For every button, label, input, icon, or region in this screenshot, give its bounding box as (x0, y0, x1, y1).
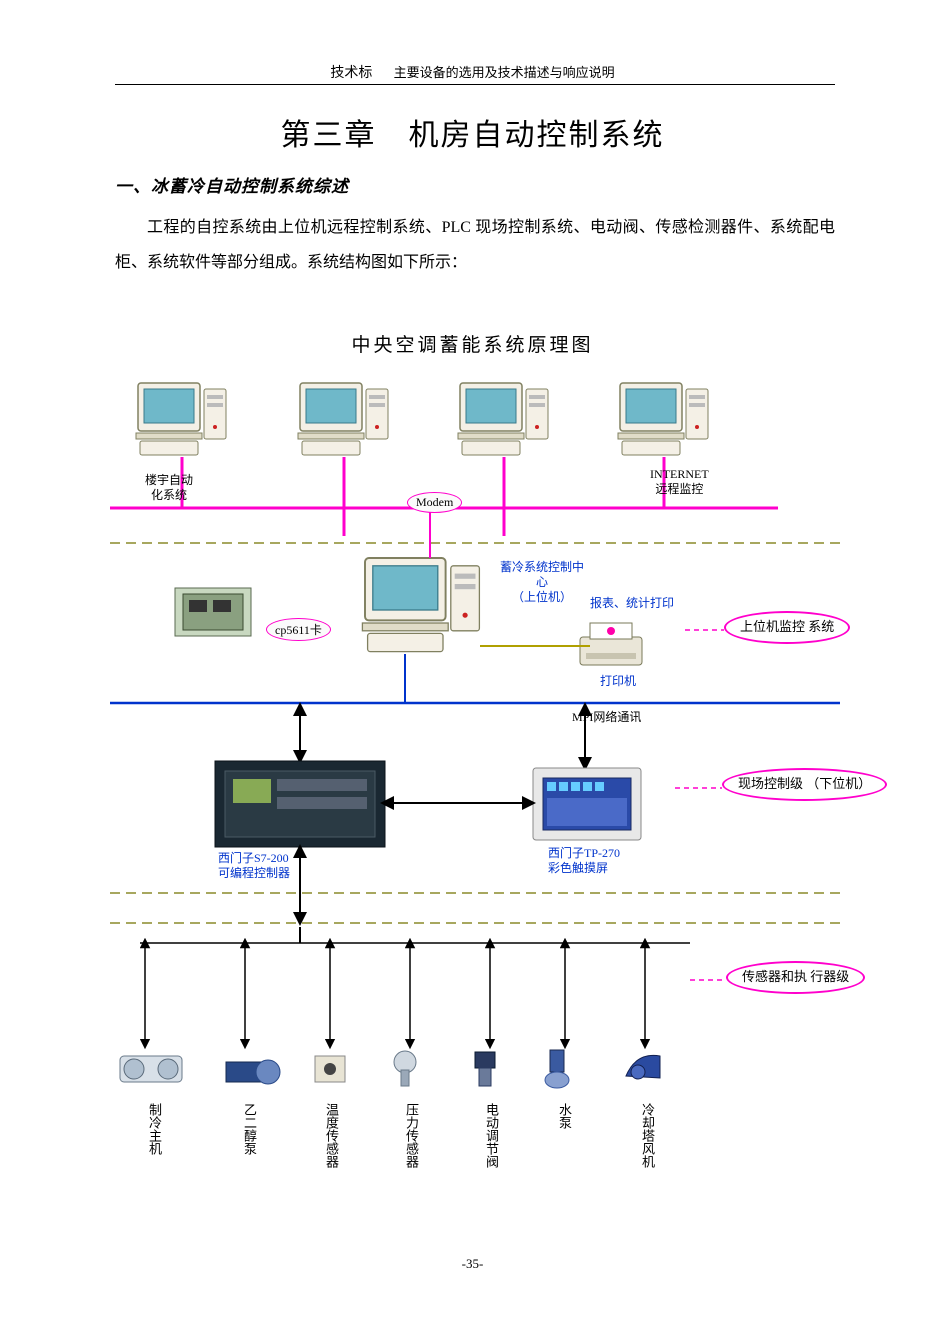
label-mpi: MPI网络通讯 (572, 710, 641, 725)
paragraph-1: 工程的自控系统由上位机远程控制系统、PLC 现场控制系统、电动阀、传感检测器件、… (115, 210, 835, 280)
header-left: 技术标 (330, 66, 372, 81)
section-heading-1: 一、冰蓄冷自动控制系统综述 (115, 172, 349, 197)
diagram-title: 中央空调蓄能系统原理图 (0, 330, 945, 357)
page-header: 技术标 主要设备的选用及技术描述与响应说明 (0, 62, 945, 82)
page-number: -35- (0, 1256, 945, 1272)
label-modem: Modem (407, 492, 462, 513)
callout-field-level: 现场控制级 （下位机） (722, 768, 887, 801)
label-cp5611: cp5611卡 (266, 618, 331, 641)
label-printer-caption: 报表、统计打印 (590, 596, 674, 611)
label-press-sensor: 压力传感器 (402, 1103, 421, 1168)
label-valve: 电动调节阀 (482, 1103, 501, 1168)
chapter-title: 第三章 机房自动控制系统 (0, 110, 945, 154)
label-control-center: 蓄冷系统控制中 心 （上位机） (500, 560, 584, 605)
label-cooling-fan: 冷却塔风机 (638, 1103, 657, 1168)
label-building-automation: 楼宇自动 化系统 (145, 473, 193, 503)
label-plc: 西门子S7-200 可编程控制器 (218, 851, 290, 881)
label-glycol-pump: 乙二醇泵 (240, 1103, 259, 1155)
system-diagram: 楼宇自动 化系统 INTERNET 远程监控 Modem 蓄冷系统控制中 心 （… (100, 368, 860, 1178)
label-water-pump: 水泵 (555, 1103, 574, 1129)
label-printer: 打印机 (600, 674, 636, 689)
callout-upper-level: 上位机监控 系统 (724, 611, 850, 644)
label-chiller: 制冷主机 (145, 1103, 164, 1155)
label-temp-sensor: 温度传感器 (322, 1103, 341, 1168)
label-tp270: 西门子TP-270 彩色触摸屏 (548, 846, 620, 876)
header-right: 主要设备的选用及技术描述与响应说明 (394, 65, 615, 80)
document-page: 技术标 主要设备的选用及技术描述与响应说明 第三章 机房自动控制系统 一、冰蓄冷… (0, 0, 945, 1337)
label-internet-remote: INTERNET 远程监控 (650, 467, 709, 497)
header-rule (115, 84, 835, 85)
callout-sensor-level: 传感器和执 行器级 (726, 961, 865, 994)
